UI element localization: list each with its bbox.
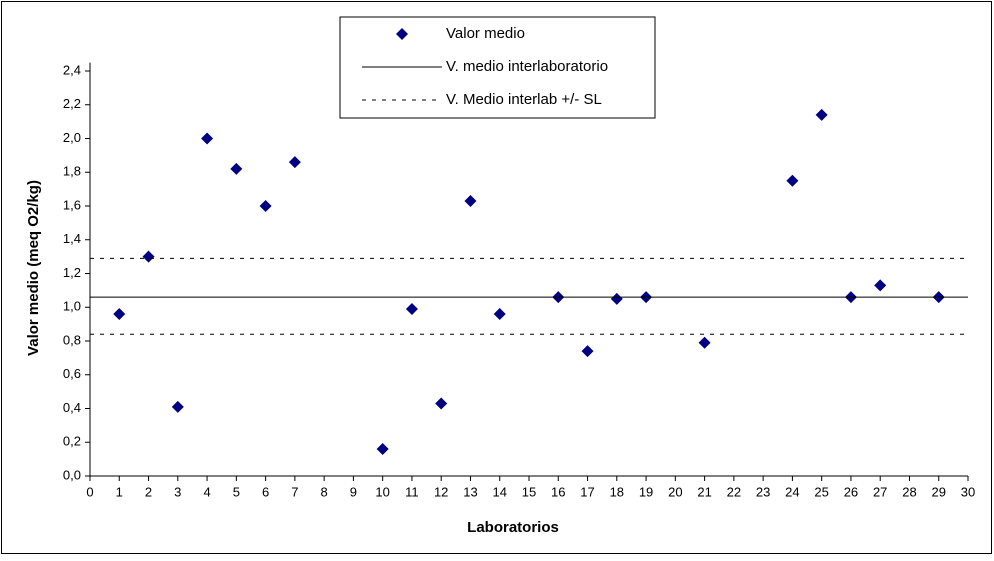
- x-tick-label: 4: [203, 484, 210, 499]
- x-tick-label: 22: [727, 484, 741, 499]
- data-point: [376, 443, 389, 455]
- data-point: [874, 279, 887, 292]
- y-tick-label: 1,2: [63, 265, 81, 280]
- y-axis-title: Valor medio (meq O2/kg): [25, 180, 42, 356]
- x-tick-label: 16: [551, 484, 565, 499]
- legend-marker: [396, 28, 408, 40]
- x-tick-label: 7: [291, 484, 298, 499]
- data-point: [288, 156, 301, 169]
- data-point: [435, 397, 448, 410]
- x-axis-title: Laboratorios: [467, 519, 559, 536]
- x-tick-label: 27: [873, 484, 887, 499]
- x-tick-label: 17: [580, 484, 594, 499]
- x-tick-label: 11: [405, 484, 419, 499]
- x-tick-label: 1: [116, 484, 123, 499]
- y-tick-label: 1,6: [63, 197, 81, 212]
- y-tick-label: 0,0: [63, 467, 81, 482]
- data-point: [230, 162, 243, 175]
- data-point: [786, 174, 799, 187]
- data-point: [405, 302, 418, 315]
- data-point: [201, 132, 214, 145]
- x-tick-label: 8: [321, 484, 328, 499]
- y-tick-label: 2,0: [63, 130, 81, 145]
- data-point: [142, 250, 155, 263]
- x-tick-label: 6: [262, 484, 269, 499]
- data-point: [815, 108, 828, 121]
- data-point: [698, 336, 711, 349]
- legend-label: V. medio interlaboratorio: [446, 58, 608, 75]
- x-tick-label: 30: [961, 484, 975, 499]
- data-point: [581, 345, 594, 358]
- x-tick-label: 15: [522, 484, 536, 499]
- x-tick-label: 25: [814, 484, 828, 499]
- x-tick-label: 24: [785, 484, 799, 499]
- x-tick-label: 13: [463, 484, 477, 499]
- y-tick-label: 1,0: [63, 299, 81, 314]
- x-tick-label: 3: [174, 484, 181, 499]
- y-tick-label: 1,8: [63, 164, 81, 179]
- data-point: [259, 200, 272, 212]
- y-tick-label: 2,4: [63, 62, 81, 77]
- y-tick-label: 1,4: [63, 231, 81, 246]
- x-tick-label: 10: [375, 484, 389, 499]
- x-tick-label: 23: [756, 484, 770, 499]
- x-tick-label: 0: [86, 484, 93, 499]
- y-tick-label: 0,2: [63, 434, 81, 449]
- data-point: [113, 308, 126, 320]
- x-tick-label: 28: [902, 484, 916, 499]
- data-point: [464, 194, 477, 207]
- y-tick-label: 0,4: [63, 400, 81, 415]
- data-point: [493, 308, 506, 320]
- data-point: [610, 292, 623, 305]
- y-tick-label: 0,6: [63, 366, 81, 381]
- x-tick-label: 26: [844, 484, 858, 499]
- x-tick-label: 20: [668, 484, 682, 499]
- x-tick-label: 12: [434, 484, 448, 499]
- x-tick-label: 2: [145, 484, 152, 499]
- legend-label: Valor medio: [446, 25, 525, 42]
- reference-line: [90, 257, 968, 335]
- x-tick-label: 14: [492, 484, 506, 499]
- y-tick-label: 0,8: [63, 332, 81, 347]
- x-tick-label: 19: [639, 484, 653, 499]
- x-tick-label: 9: [350, 484, 357, 499]
- y-tick-label: 2,2: [63, 96, 81, 111]
- x-tick-label: 29: [931, 484, 945, 499]
- legend-label: V. Medio interlab +/- SL: [446, 91, 602, 108]
- x-tick-label: 21: [697, 484, 711, 499]
- x-tick-label: 5: [233, 484, 240, 499]
- data-point: [171, 400, 184, 413]
- x-tick-label: 18: [610, 484, 624, 499]
